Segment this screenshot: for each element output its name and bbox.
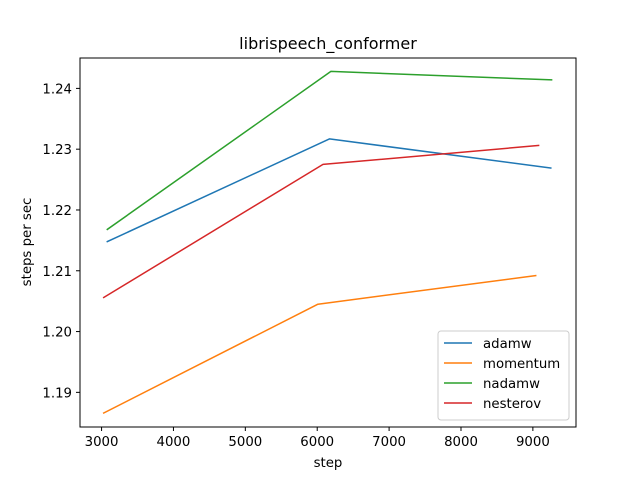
legend: adamw momentum nadamw nesterov (437, 330, 570, 421)
y-axis-label: steps per sec (20, 198, 35, 287)
y-tick-label: 1.23 (42, 143, 72, 158)
plot-layer: 3000 4000 5000 6000 7000 8000 9000 1.19 1.20 1.21… (42, 70, 553, 450)
y-tick-label: 1.21 (42, 265, 72, 280)
x-tick-label: 5000 (228, 435, 262, 450)
legend-label-adamw: adamw (483, 337, 532, 352)
x-tick-label: 7000 (372, 435, 406, 450)
y-tick-label: 1.19 (42, 386, 72, 401)
x-tick-label: 3000 (85, 435, 119, 450)
y-tick-label: 1.22 (42, 204, 72, 219)
series-line-nesterov (102, 144, 540, 299)
y-tick-label: 1.24 (42, 82, 72, 97)
x-axis-label: step (314, 456, 343, 471)
x-tick-label: 9000 (516, 435, 550, 450)
legend-label-nesterov: nesterov (483, 397, 541, 412)
x-tick-label: 8000 (444, 435, 478, 450)
x-tick-label: 6000 (300, 435, 334, 450)
legend-box (437, 330, 570, 421)
series-line-momentum (102, 274, 537, 415)
chart-title: librispeech_conformer (239, 34, 417, 54)
legend-label-nadamw: nadamw (483, 377, 540, 392)
plot-frame (79, 57, 577, 428)
y-tick-label: 1.20 (42, 326, 72, 341)
series-line-adamw (106, 138, 552, 243)
legend-label-momentum: momentum (483, 357, 560, 372)
series-line-nadamw (106, 70, 553, 231)
x-tick-label: 4000 (157, 435, 191, 450)
